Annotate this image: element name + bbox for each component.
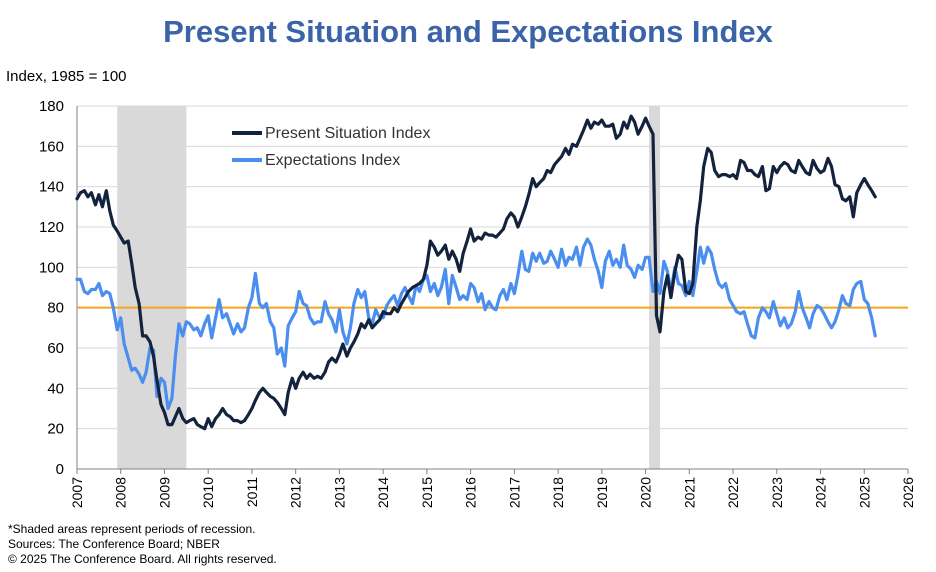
x-tick-label: 2008 xyxy=(113,477,129,508)
copyright-footnote: © 2025 The Conference Board. All rights … xyxy=(8,552,277,566)
y-axis-label: Index, 1985 = 100 xyxy=(6,68,127,85)
expectations-line xyxy=(75,237,877,411)
x-tick-label: 2012 xyxy=(288,477,304,508)
x-tick-label: 2022 xyxy=(725,477,741,508)
y-tick-label: 80 xyxy=(47,300,64,317)
y-tick-label: 140 xyxy=(39,179,64,196)
recession-footnote: *Shaded areas represent periods of reces… xyxy=(8,522,256,536)
y-tick-label: 160 xyxy=(39,138,64,155)
x-tick-label: 2024 xyxy=(813,477,829,508)
x-tick-label: 2013 xyxy=(331,477,347,508)
x-tick-label: 2010 xyxy=(200,477,216,508)
y-tick-label: 60 xyxy=(47,340,64,357)
x-tick-label: 2018 xyxy=(550,477,566,508)
x-tick-label: 2025 xyxy=(856,477,872,508)
y-tick-label: 0 xyxy=(56,461,64,478)
sources-footnote: Sources: The Conference Board; NBER xyxy=(8,537,220,551)
x-tick-label: 2023 xyxy=(769,477,785,508)
x-tick-label: 2021 xyxy=(681,477,697,508)
x-tick-label: 2020 xyxy=(638,477,654,508)
x-tick-label: 2007 xyxy=(69,477,85,508)
x-tick-label: 2011 xyxy=(244,477,260,507)
present-situation-line xyxy=(75,114,877,431)
y-tick-label: 20 xyxy=(47,421,64,438)
y-tick-label: 120 xyxy=(39,219,64,236)
x-tick-label: 2019 xyxy=(594,477,610,508)
legend-label-0: Present Situation Index xyxy=(265,125,430,142)
x-tick-label: 2016 xyxy=(463,477,479,508)
y-tick-label: 40 xyxy=(47,380,64,397)
y-tick-label: 180 xyxy=(39,98,64,115)
legend-label-1: Expectations Index xyxy=(265,152,400,169)
recession-band-0 xyxy=(117,106,187,469)
x-tick-label: 2015 xyxy=(419,477,435,508)
chart-title: Present Situation and Expectations Index xyxy=(163,14,773,49)
x-tick-label: 2014 xyxy=(375,477,391,508)
x-tick-label: 2009 xyxy=(156,477,172,508)
x-tick-label: 2017 xyxy=(506,477,522,508)
y-tick-label: 100 xyxy=(39,259,64,276)
x-tick-label: 2026 xyxy=(900,477,916,508)
legend: Present Situation Index Expectations Inde… xyxy=(232,125,430,169)
